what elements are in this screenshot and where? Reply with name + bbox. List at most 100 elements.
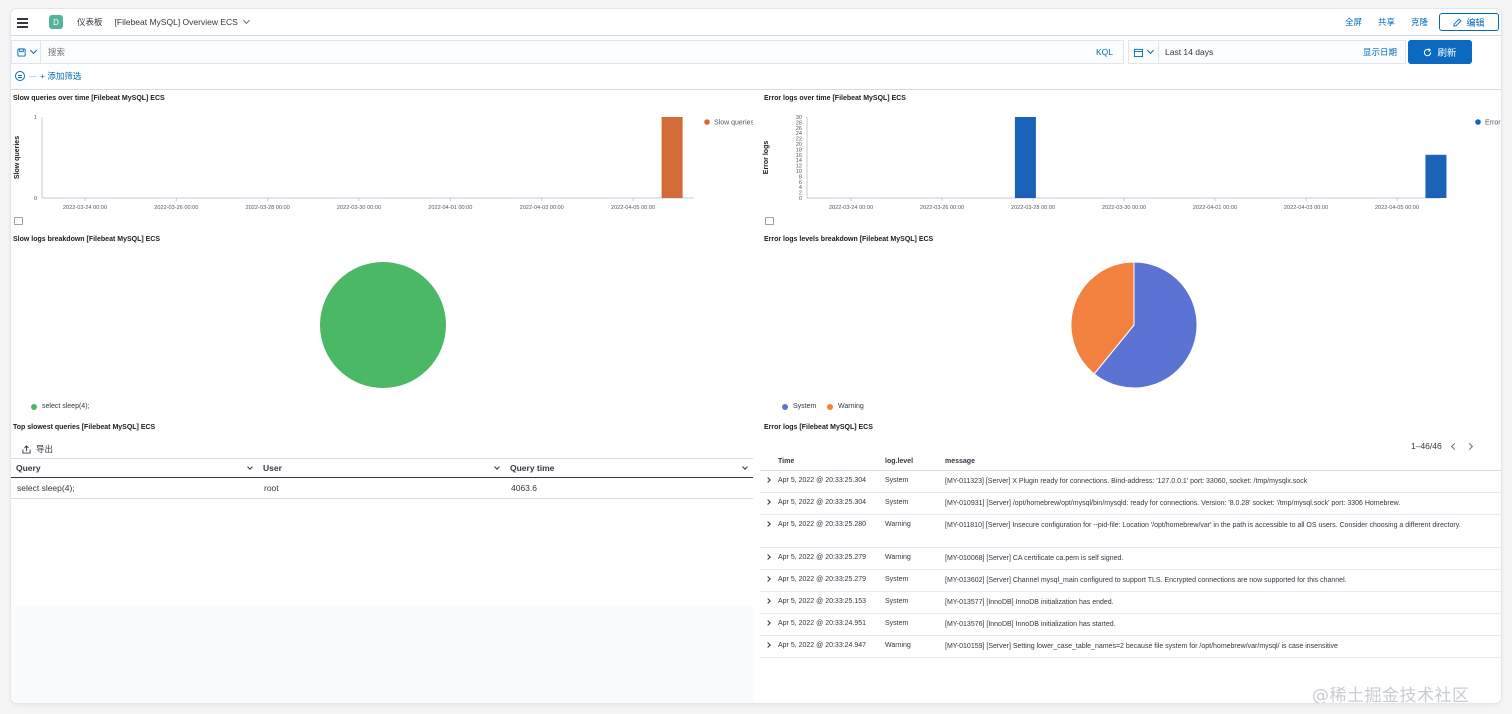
table-cell: Apr 5, 2022 @ 20:33:24.951: [778, 620, 867, 627]
slow-queries-chart[interactable]: 0 1 2022-03-24 00:00 2022-03-26 00:00 2022-0…: [11, 103, 753, 221]
expand-row-button[interactable]: [760, 499, 778, 506]
refresh-button[interactable]: 刷新: [1408, 40, 1472, 64]
column-header-level[interactable]: log.level: [885, 458, 914, 465]
chevron-down-icon: [494, 463, 500, 470]
expand-row-button[interactable]: [760, 477, 778, 484]
breadcrumb-current-label: [Filebeat MySQL] Overview ECS: [114, 17, 238, 27]
date-range-label[interactable]: Last 14 days: [1165, 47, 1214, 57]
chevron-down-icon: [247, 463, 253, 470]
list-icon[interactable]: [765, 217, 774, 225]
table-row[interactable]: Apr 5, 2022 @ 20:33:25.304 System [MY-0113…: [760, 471, 1501, 493]
breadcrumb-current[interactable]: [Filebeat MySQL] Overview ECS: [114, 16, 250, 27]
add-filter-button[interactable]: + 添加筛选: [40, 71, 82, 81]
clone-button[interactable]: 克隆: [1410, 17, 1428, 27]
column-header-message[interactable]: message: [945, 457, 975, 465]
search-input[interactable]: [41, 47, 1041, 57]
kql-toggle[interactable]: KQL: [1095, 47, 1113, 57]
column-label: User: [263, 463, 282, 473]
table-cell: [MY-010931] [Server] /opt/homebrew/opt/m…: [945, 500, 1401, 507]
filter-icon[interactable]: [15, 71, 25, 81]
search-bar: KQL: [41, 40, 1124, 64]
table-row[interactable]: Apr 5, 2022 @ 20:33:25.280 Warning [MY-011…: [760, 515, 1501, 548]
bar: [661, 117, 683, 198]
empty-area: [11, 607, 753, 703]
expand-row-button[interactable]: [760, 642, 778, 649]
share-button[interactable]: 共享: [1377, 17, 1395, 27]
pencil-icon: [1453, 17, 1463, 27]
table-cell: System: [885, 477, 909, 484]
table-cell: [MY-013602] [Server] Channel mysql_main …: [945, 577, 1347, 584]
edit-button[interactable]: 编辑: [1439, 13, 1499, 31]
table-row[interactable]: Apr 5, 2022 @ 20:33:25.153 System [MY-0135…: [760, 592, 1501, 614]
table-row[interactable]: Apr 5, 2022 @ 20:33:24.947 Warning [MY-010…: [760, 636, 1501, 658]
y-axis-title: Slow queries: [14, 136, 21, 179]
y-tick-label: 14: [796, 158, 802, 164]
top-slowest-panel-title: Top slowest queries [Filebeat MySQL] ECS: [13, 424, 156, 431]
table-cell: System: [885, 620, 909, 627]
table-row[interactable]: select sleep(4); root 4063.6: [11, 477, 753, 499]
fullscreen-button[interactable]: 全屏: [1344, 17, 1362, 27]
expand-row-button[interactable]: [760, 521, 778, 528]
divider: [11, 89, 1501, 90]
table-header-row: Query User Query time: [11, 458, 753, 478]
chevron-right-icon: [765, 576, 771, 582]
chevron-down-icon: [29, 46, 37, 55]
y-tick-label: 0: [34, 196, 37, 202]
breadcrumb-dashboards[interactable]: 仪表板: [77, 17, 103, 27]
column-header-time[interactable]: Time: [778, 458, 795, 465]
show-dates-button[interactable]: 显示日期: [1362, 47, 1397, 57]
table-cell: Apr 5, 2022 @ 20:33:25.304: [778, 499, 867, 506]
top-actions: 全屏 共享 克隆 编辑: [1329, 9, 1501, 36]
table-cell: Apr 5, 2022 @ 20:33:25.153: [778, 598, 867, 605]
column-header-query[interactable]: Query: [11, 458, 258, 478]
table-row[interactable]: Apr 5, 2022 @ 20:33:24.951 System [MY-0135…: [760, 614, 1501, 636]
quick-date-button[interactable]: [1129, 41, 1159, 63]
dashboard-frame: D 仪表板 [Filebeat MySQL] Overview ECS 全屏 共…: [11, 9, 1501, 703]
saved-query-button[interactable]: [11, 40, 41, 64]
x-tick-label: 2022-04-01 00:00: [428, 205, 472, 211]
error-logs-table: Time log.level message Apr 5, 2022 @ 20:…: [760, 453, 1501, 658]
expand-row-button[interactable]: [760, 576, 778, 583]
export-icon: [22, 444, 31, 454]
legend-label: Error logs: [1485, 120, 1501, 127]
query-bar: KQL Last 14 days 显示日期 刷新: [11, 40, 1501, 64]
chevron-right-icon[interactable]: [1465, 442, 1473, 450]
legend-dot: [31, 403, 37, 410]
table-cell: Warning: [885, 521, 911, 528]
table-row[interactable]: Apr 5, 2022 @ 20:33:25.279 Warning [MY-010…: [760, 548, 1501, 570]
table-cell: [MY-010159] [Server] Setting lower_case_…: [945, 643, 1338, 650]
space-avatar[interactable]: D: [49, 15, 63, 29]
pie-legend-item[interactable]: Warning: [827, 403, 864, 410]
error-breakdown-pie[interactable]: [1062, 253, 1206, 397]
legend-label: select sleep(4);: [42, 403, 90, 410]
column-label: Query time: [510, 463, 555, 473]
y-tick-label: 16: [796, 153, 802, 159]
chevron-right-icon: [765, 554, 771, 560]
chevron-right-icon: [765, 620, 771, 626]
x-tick-label: 2022-03-24 00:00: [829, 205, 873, 211]
expand-row-button[interactable]: [760, 598, 778, 605]
column-header-user[interactable]: User: [258, 458, 505, 478]
expand-row-button[interactable]: [760, 620, 778, 627]
y-tick-label: 6: [799, 180, 802, 186]
table-row[interactable]: Apr 5, 2022 @ 20:33:25.279 System [MY-0136…: [760, 570, 1501, 592]
y-tick-label: 20: [796, 142, 802, 148]
pie-legend-item[interactable]: select sleep(4);: [31, 403, 89, 410]
error-logs-table-title: Error logs [Filebeat MySQL] ECS: [764, 424, 873, 431]
chevron-left-icon[interactable]: [1450, 442, 1458, 450]
expand-row-button[interactable]: [760, 554, 778, 561]
legend-dot: [1475, 119, 1481, 125]
error-breakdown-panel-title: Error logs levels breakdown [Filebeat My…: [764, 236, 934, 243]
table-row[interactable]: Apr 5, 2022 @ 20:33:25.304 System [MY-0109…: [760, 493, 1501, 515]
log-rows: Apr 5, 2022 @ 20:33:25.304 System [MY-0113…: [760, 471, 1501, 658]
slow-breakdown-pie[interactable]: [311, 253, 455, 397]
table-cell: System: [885, 576, 909, 583]
column-header-query-time[interactable]: Query time: [505, 458, 753, 478]
x-tick-label: 2022-03-30 00:00: [1102, 205, 1146, 211]
menu-icon[interactable]: [17, 15, 39, 29]
pie-legend-item[interactable]: System: [782, 403, 816, 410]
x-tick-label: 2022-03-24 00:00: [63, 205, 107, 211]
export-button[interactable]: 导出: [22, 443, 53, 455]
list-icon[interactable]: [14, 217, 23, 225]
